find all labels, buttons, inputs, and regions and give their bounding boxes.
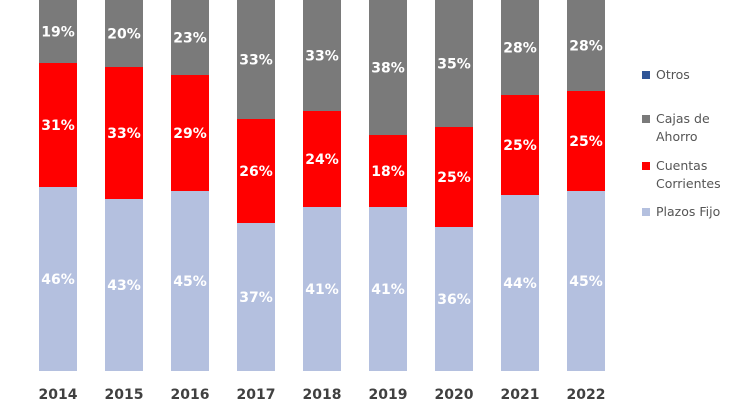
data-label-2015-s1: 33% [107,126,141,142]
bar-segment-2021-s0 [501,195,539,371]
data-label-2019-s2: 38% [371,61,405,77]
legend-label: Cuentas Corrientes [656,158,721,191]
data-label-2021-s1: 25% [503,138,537,154]
data-label-2017-s2: 33% [239,53,273,69]
data-label-2020-s1: 25% [437,170,471,186]
data-label-2016-s1: 29% [173,126,207,142]
x-tick-label-2022: 2022 [567,387,606,402]
bar-segment-2016-s2 [171,0,209,75]
bar-segment-2016-s1 [171,75,209,191]
stacked-bar-chart: 46% 31% 19% 43% 33% 20% 45% 29% 23% 37% 26% 33% 41% 2… [39,0,606,402]
data-label-2022-s1: 25% [569,134,603,150]
bar-segment-2015-s0 [105,199,143,371]
legend-label: Cajas de Ahorro [656,111,710,144]
x-tick-label-2020: 2020 [435,387,474,402]
legend-item: Otros [642,66,748,84]
data-label-2014-s0: 46% [41,272,75,288]
legend-swatch [642,115,650,123]
bar-segment-2017-s0 [237,223,275,371]
data-label-2019-s0: 41% [371,282,405,298]
bar-segment-2019-s2 [369,0,407,135]
data-label-2015-s2: 20% [107,27,141,43]
x-tick-label-2019: 2019 [369,387,408,402]
x-tick-label-2018: 2018 [303,387,342,402]
bar-segment-2022-s2 [567,0,605,91]
data-label-2016-s0: 45% [173,274,207,290]
x-tick-label-2014: 2014 [39,387,78,402]
data-labels-layer: 46% 31% 19% 43% 33% 20% 45% 29% 23% 37% 26% 33% 41% 2… [41,25,603,309]
x-tick-label-2016: 2016 [171,387,210,402]
bar-segment-2016-s0 [171,191,209,371]
bar-segment-2014-s2 [39,0,77,63]
bar-segment-2017-s2 [237,0,275,119]
bar-segment-2020-s0 [435,227,473,371]
legend-item: Cajas de Ahorro [642,110,748,146]
data-label-2015-s0: 43% [107,278,141,294]
data-label-2022-s0: 45% [569,274,603,290]
data-label-2018-s1: 24% [305,152,339,168]
bar-segment-2014-s1 [39,63,77,187]
x-tick-label-2017: 2017 [237,387,276,402]
bar-segment-2020-s1 [435,127,473,227]
x-axis-tick-labels: 2014 2015 2016 2017 2018 2019 2020 2021 2022 [39,387,606,402]
bar-segment-2021-s2 [501,0,539,95]
data-label-2014-s2: 19% [41,25,75,41]
x-tick-label-2015: 2015 [105,387,144,402]
bar-segment-2021-s1 [501,95,539,195]
bar-segment-2014-s0 [39,187,77,371]
bar-segment-2018-s1 [303,111,341,207]
legend-swatch [642,71,650,79]
bar-segment-2022-s0 [567,191,605,371]
bar-segment-2015-s1 [105,67,143,199]
legend-item: Plazos Fijo [642,203,748,221]
data-label-2021-s2: 28% [503,41,537,57]
data-label-2020-s2: 35% [437,57,471,73]
legend-label: Otros [656,67,690,82]
bar-segment-2020-s2 [435,0,473,127]
data-label-2017-s1: 26% [239,164,273,180]
data-label-2014-s1: 31% [41,118,75,134]
bar-segment-2019-s0 [369,207,407,371]
bar-segment-2018-s0 [303,207,341,371]
bar-segment-2017-s1 [237,119,275,223]
bar-segment-2022-s1 [567,91,605,191]
data-label-2019-s1: 18% [371,164,405,180]
bars-layer [39,0,605,371]
data-label-2016-s2: 23% [173,31,207,47]
legend-item: Cuentas Corrientes [642,157,748,193]
legend: Otros Cajas de Ahorro Cuentas Corrientes Plaz… [642,0,750,402]
legend-swatch [642,162,650,170]
data-label-2020-s0: 36% [437,292,471,308]
legend-label: Plazos Fijo [656,204,721,219]
data-label-2018-s2: 33% [305,49,339,65]
x-tick-label-2021: 2021 [501,387,540,402]
data-label-2018-s0: 41% [305,282,339,298]
bar-segment-2019-s1 [369,135,407,207]
data-label-2022-s2: 28% [569,39,603,55]
data-label-2021-s0: 44% [503,276,537,292]
bar-segment-2018-s2 [303,0,341,111]
bar-segment-2015-s2 [105,0,143,67]
data-label-2017-s0: 37% [239,290,273,306]
legend-swatch [642,208,650,216]
